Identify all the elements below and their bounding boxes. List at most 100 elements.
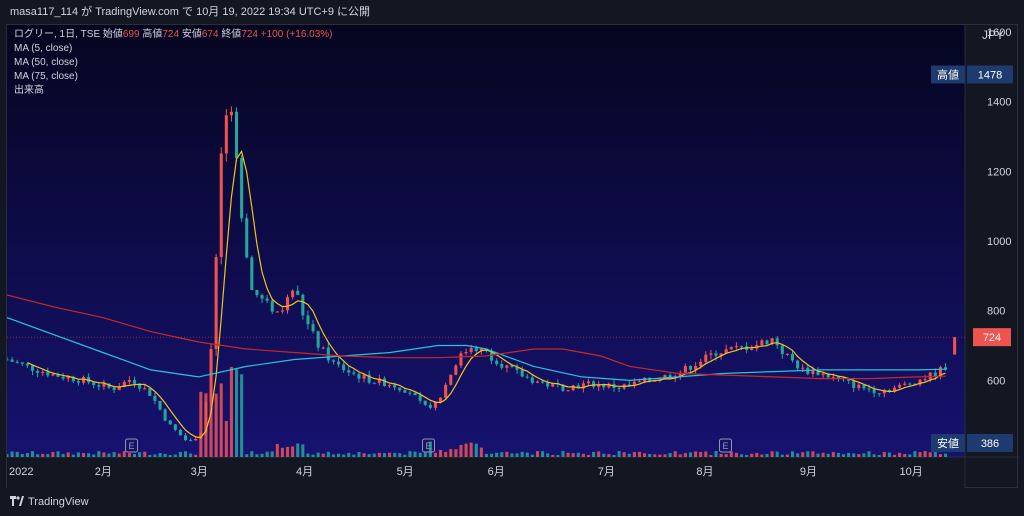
volume-bar: [112, 452, 116, 457]
candle-body: [280, 310, 284, 312]
volume-bar: [658, 454, 662, 457]
candle-body: [382, 378, 386, 387]
volume-bar: [403, 454, 407, 457]
candle-body: [122, 381, 126, 388]
volume-bar: [892, 454, 897, 457]
volume-bar: [484, 453, 488, 457]
volume-bar: [745, 454, 749, 457]
candle-body: [245, 218, 249, 258]
candle-body: [132, 380, 137, 384]
volume-bar: [836, 452, 840, 457]
volume-bar: [194, 454, 198, 457]
candle-body: [178, 429, 182, 436]
volume-bar: [331, 454, 335, 457]
time-axis-background: [7, 457, 965, 489]
volume-bar: [46, 454, 50, 457]
volume-bar: [933, 452, 937, 457]
volume-bar: [158, 453, 162, 457]
volume-bar: [683, 453, 687, 457]
candle-body: [357, 373, 361, 379]
y-tick-label: 1400: [987, 97, 1011, 109]
candle-body: [933, 372, 937, 378]
volume-bar: [653, 454, 657, 457]
volume-bar: [551, 454, 555, 457]
candle-body: [694, 365, 698, 370]
candle-body: [459, 353, 463, 366]
volume-bar: [520, 451, 524, 457]
candle-body: [898, 384, 902, 388]
volume-bar: [785, 454, 789, 457]
candle-body: [637, 381, 642, 383]
volume-bar: [541, 451, 545, 457]
candle-body: [668, 375, 672, 379]
volume-bar: [321, 453, 325, 457]
volume-bar: [729, 451, 733, 457]
candle-body: [928, 372, 932, 380]
candle-body: [250, 257, 254, 291]
candle-body: [510, 365, 514, 367]
tradingview-brand[interactable]: TradingView: [10, 496, 89, 508]
x-month-label: 3月: [191, 466, 208, 478]
candle-body: [877, 393, 881, 395]
volume-bar: [673, 451, 677, 457]
volume-bar: [219, 383, 223, 457]
earnings-marker: [719, 438, 732, 453]
candle-body: [811, 370, 815, 375]
volume-bar: [398, 453, 402, 457]
candle-body: [770, 338, 774, 345]
candle-body: [449, 374, 453, 385]
volume-bar: [535, 451, 540, 457]
candle-body: [423, 400, 427, 405]
candle-body: [887, 390, 891, 392]
volume-bar: [923, 451, 927, 457]
volume-bar: [97, 451, 101, 457]
candle-body: [51, 374, 55, 376]
volume-bar: [637, 451, 642, 457]
candle-body: [296, 290, 300, 295]
y-tick-label: 1600: [987, 27, 1011, 39]
candle-body: [367, 374, 371, 383]
candle-body: [10, 359, 14, 362]
publish-text: masa117_114 が TradingView.com で 10月 19, …: [10, 6, 371, 18]
volume-bar: [41, 453, 45, 457]
candle-body: [739, 346, 744, 348]
candle-body: [158, 400, 162, 410]
volume-bar: [867, 451, 871, 457]
x-month-label: 5月: [397, 466, 414, 478]
volume-bar: [92, 454, 96, 457]
volume-bar: [393, 453, 397, 457]
candle-body: [311, 324, 315, 332]
volume-bar: [444, 451, 448, 457]
candle-body: [352, 372, 356, 374]
volume-bar: [862, 453, 866, 457]
volume-bar: [918, 452, 922, 457]
volume-bar: [571, 453, 575, 457]
volume-bar: [107, 453, 111, 457]
tradingview-logo-icon: [10, 496, 24, 506]
volume-bar: [668, 452, 672, 457]
candle-body: [46, 372, 50, 376]
price-chart[interactable]: 600 800 1000 1200 1400 1600 2022 2月 3月 4月 5月 6月 7月 8月…: [7, 25, 1019, 489]
volume-bar: [173, 454, 177, 457]
candle-body: [265, 298, 269, 301]
volume-bar: [275, 443, 279, 457]
volume-bar: [505, 451, 509, 457]
chart-frame[interactable]: 600 800 1000 1200 1400 1600 2022 2月 3月 4月 5月 6月 7月 8月…: [6, 24, 1019, 489]
candle-body: [576, 385, 580, 389]
candle-body: [857, 384, 861, 389]
low-marker-label: 安値: [937, 436, 959, 450]
candle-body: [66, 376, 70, 379]
volume-bar: [87, 453, 91, 457]
candle-body: [183, 435, 188, 441]
candle-body: [602, 384, 606, 388]
candle-body: [525, 376, 529, 378]
volume-bar: [648, 453, 652, 457]
volume-bar: [423, 452, 427, 457]
volume-bar: [770, 451, 774, 457]
volume-bar: [566, 452, 570, 457]
volume-bar: [388, 452, 392, 457]
candle-body: [393, 385, 397, 388]
candle-body: [306, 315, 310, 325]
candle-body: [214, 257, 218, 350]
candle-body: [785, 353, 789, 355]
